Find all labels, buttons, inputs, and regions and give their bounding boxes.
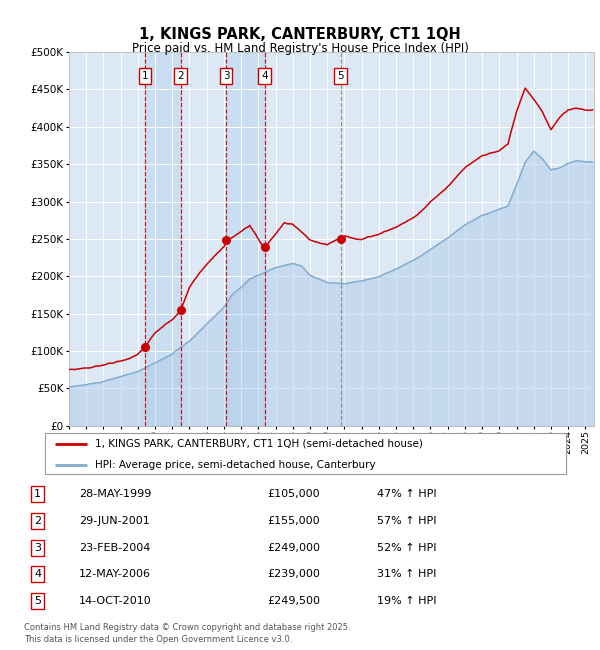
Text: 19% ↑ HPI: 19% ↑ HPI <box>377 596 437 606</box>
Text: 3: 3 <box>223 71 229 81</box>
Text: This data is licensed under the Open Government Licence v3.0.: This data is licensed under the Open Gov… <box>24 634 292 644</box>
Bar <box>145 52 181 426</box>
Text: 57% ↑ HPI: 57% ↑ HPI <box>377 516 437 526</box>
FancyBboxPatch shape <box>44 434 566 474</box>
Text: Price paid vs. HM Land Registry's House Price Index (HPI): Price paid vs. HM Land Registry's House … <box>131 42 469 55</box>
Text: 1, KINGS PARK, CANTERBURY, CT1 1QH (semi-detached house): 1, KINGS PARK, CANTERBURY, CT1 1QH (semi… <box>95 439 422 448</box>
Text: 2: 2 <box>34 516 41 526</box>
Text: 23-FEB-2004: 23-FEB-2004 <box>79 543 151 552</box>
Text: 3: 3 <box>34 543 41 552</box>
Text: 28-MAY-1999: 28-MAY-1999 <box>79 489 152 499</box>
Text: £105,000: £105,000 <box>267 489 320 499</box>
Text: 14-OCT-2010: 14-OCT-2010 <box>79 596 152 606</box>
Text: 29-JUN-2001: 29-JUN-2001 <box>79 516 150 526</box>
Text: 1, KINGS PARK, CANTERBURY, CT1 1QH: 1, KINGS PARK, CANTERBURY, CT1 1QH <box>139 27 461 42</box>
Text: £249,000: £249,000 <box>267 543 320 552</box>
Text: 4: 4 <box>261 71 268 81</box>
Text: 31% ↑ HPI: 31% ↑ HPI <box>377 569 437 579</box>
Text: £155,000: £155,000 <box>267 516 320 526</box>
Bar <box>226 52 265 426</box>
Text: 52% ↑ HPI: 52% ↑ HPI <box>377 543 437 552</box>
Text: £249,500: £249,500 <box>267 596 320 606</box>
Text: 4: 4 <box>34 569 41 579</box>
Text: 5: 5 <box>337 71 344 81</box>
Text: 2: 2 <box>178 71 184 81</box>
Text: HPI: Average price, semi-detached house, Canterbury: HPI: Average price, semi-detached house,… <box>95 460 376 470</box>
Text: £239,000: £239,000 <box>267 569 320 579</box>
Text: 1: 1 <box>34 489 41 499</box>
Text: Contains HM Land Registry data © Crown copyright and database right 2025.: Contains HM Land Registry data © Crown c… <box>24 623 350 632</box>
Text: 5: 5 <box>34 596 41 606</box>
Text: 12-MAY-2006: 12-MAY-2006 <box>79 569 151 579</box>
Text: 47% ↑ HPI: 47% ↑ HPI <box>377 489 437 499</box>
Text: 1: 1 <box>142 71 148 81</box>
